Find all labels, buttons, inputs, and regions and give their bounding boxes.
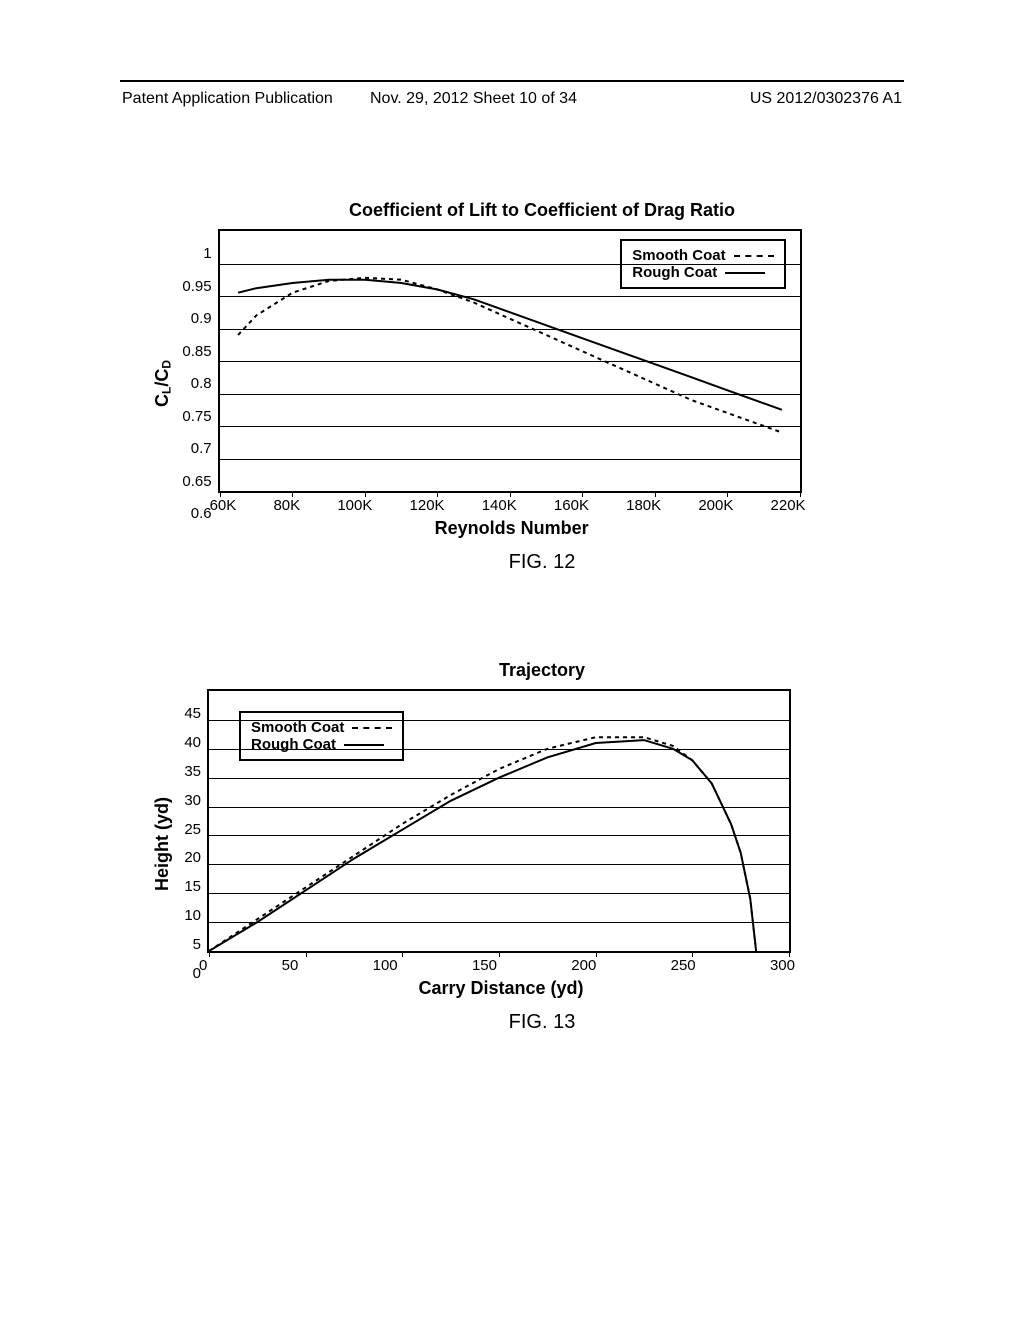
- series-rough-coat: [238, 280, 782, 410]
- gridline: [209, 807, 789, 808]
- chart1-plot-area: Smooth Coat Rough Coat: [218, 229, 802, 493]
- gridline: [220, 459, 800, 460]
- gridline: [209, 778, 789, 779]
- x-tick-mark: [365, 491, 366, 497]
- gridline: [209, 922, 789, 923]
- y-tick-label: 10: [177, 916, 207, 945]
- chart2-xticks: 0 50 100 150 200 250 300: [199, 957, 795, 974]
- gridline: [209, 749, 789, 750]
- chart1-ylabel: CL/CD: [152, 360, 174, 407]
- x-tick-mark: [692, 951, 693, 957]
- gridline: [220, 361, 800, 362]
- legend-line-dashed-icon-2: [352, 727, 392, 729]
- x-tick-label: 50: [282, 957, 299, 974]
- gridline: [209, 864, 789, 865]
- x-tick-mark: [596, 951, 597, 957]
- gridline: [220, 264, 800, 265]
- x-tick-label: 140K: [482, 497, 517, 514]
- x-tick-mark: [209, 951, 210, 957]
- series-rough-coat: [209, 740, 756, 951]
- x-tick-mark: [306, 951, 307, 957]
- x-tick-mark: [402, 951, 403, 957]
- chart2-plot-area: Smooth Coat Rough Coat: [207, 689, 791, 953]
- chart2-legend: Smooth Coat Rough Coat: [239, 711, 404, 761]
- chart1-fig-label: FIG. 12: [212, 551, 872, 574]
- x-tick-label: 60K: [210, 497, 237, 514]
- x-tick-label: 220K: [771, 497, 806, 514]
- x-tick-label: 200: [571, 957, 596, 974]
- chart1-yticks: 10.950.90.850.80.750.70.650.6: [178, 254, 218, 514]
- x-tick-label: 100K: [337, 497, 372, 514]
- x-tick-label: 120K: [410, 497, 445, 514]
- x-tick-mark: [727, 491, 728, 497]
- legend-label-rough-2: Rough Coat: [251, 736, 336, 753]
- x-tick-label: 300: [770, 957, 795, 974]
- chart2-yticks: 454035302520151050: [177, 714, 207, 974]
- x-tick-mark: [800, 491, 801, 497]
- series-smooth-coat: [209, 737, 756, 951]
- x-tick-mark: [499, 951, 500, 957]
- x-tick-mark: [655, 491, 656, 497]
- legend-row-smooth-2: Smooth Coat: [251, 719, 392, 736]
- x-tick-label: 180K: [626, 497, 661, 514]
- header-rule: [120, 80, 904, 82]
- legend-row-smooth: Smooth Coat: [632, 247, 773, 264]
- gridline: [220, 329, 800, 330]
- x-tick-label: 80K: [273, 497, 300, 514]
- chart-lift-drag: Coefficient of Lift to Coefficient of Dr…: [152, 200, 872, 574]
- x-tick-label: 0: [199, 957, 207, 974]
- gridline: [220, 426, 800, 427]
- legend-label-smooth-2: Smooth Coat: [251, 719, 344, 736]
- x-tick-mark: [582, 491, 583, 497]
- legend-row-rough-2: Rough Coat: [251, 736, 392, 753]
- series-smooth-coat: [238, 278, 782, 433]
- legend-line-dashed-icon: [734, 255, 774, 257]
- gridline: [209, 835, 789, 836]
- x-tick-mark: [510, 491, 511, 497]
- chart2-xlabel: Carry Distance (yd): [207, 978, 795, 999]
- x-tick-mark: [220, 491, 221, 497]
- x-tick-label: 100: [373, 957, 398, 974]
- x-tick-mark: [292, 491, 293, 497]
- x-tick-label: 200K: [698, 497, 733, 514]
- legend-line-solid-icon-2: [344, 744, 384, 746]
- gridline: [220, 296, 800, 297]
- chart1-title: Coefficient of Lift to Coefficient of Dr…: [212, 200, 872, 221]
- legend-line-solid-icon: [725, 272, 765, 274]
- gridline: [209, 893, 789, 894]
- header-right: US 2012/0302376 A1: [750, 90, 902, 108]
- x-tick-mark: [789, 951, 790, 957]
- legend-label-smooth: Smooth Coat: [632, 247, 725, 264]
- legend-label-rough: Rough Coat: [632, 264, 717, 281]
- chart2-ylabel: Height (yd): [152, 797, 173, 891]
- x-tick-label: 150: [472, 957, 497, 974]
- gridline: [209, 720, 789, 721]
- x-tick-label: 160K: [554, 497, 589, 514]
- header-center: Nov. 29, 2012 Sheet 10 of 34: [370, 90, 577, 108]
- legend-row-rough: Rough Coat: [632, 264, 773, 281]
- gridline: [220, 394, 800, 395]
- x-tick-mark: [437, 491, 438, 497]
- chart1-xlabel: Reynolds Number: [218, 518, 806, 539]
- chart2-title: Trajectory: [212, 660, 872, 681]
- x-tick-label: 250: [671, 957, 696, 974]
- header-left: Patent Application Publication: [122, 90, 333, 108]
- chart2-fig-label: FIG. 13: [212, 1011, 872, 1034]
- chart1-xticks: 60K 80K 100K 120K 140K 160K 180K 200K 220K: [210, 497, 806, 514]
- chart-trajectory: Trajectory Height (yd) 45403530252015105…: [152, 660, 872, 1034]
